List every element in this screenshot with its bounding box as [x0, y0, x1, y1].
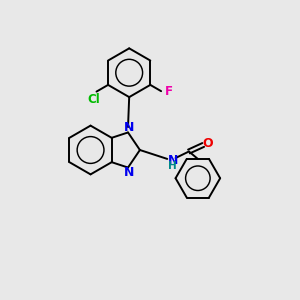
Text: N: N: [124, 166, 135, 179]
Text: N: N: [124, 121, 135, 134]
Text: O: O: [202, 137, 213, 150]
Text: H: H: [168, 161, 177, 171]
Text: N: N: [167, 154, 178, 167]
Text: Cl: Cl: [88, 93, 100, 106]
Text: F: F: [165, 85, 173, 98]
